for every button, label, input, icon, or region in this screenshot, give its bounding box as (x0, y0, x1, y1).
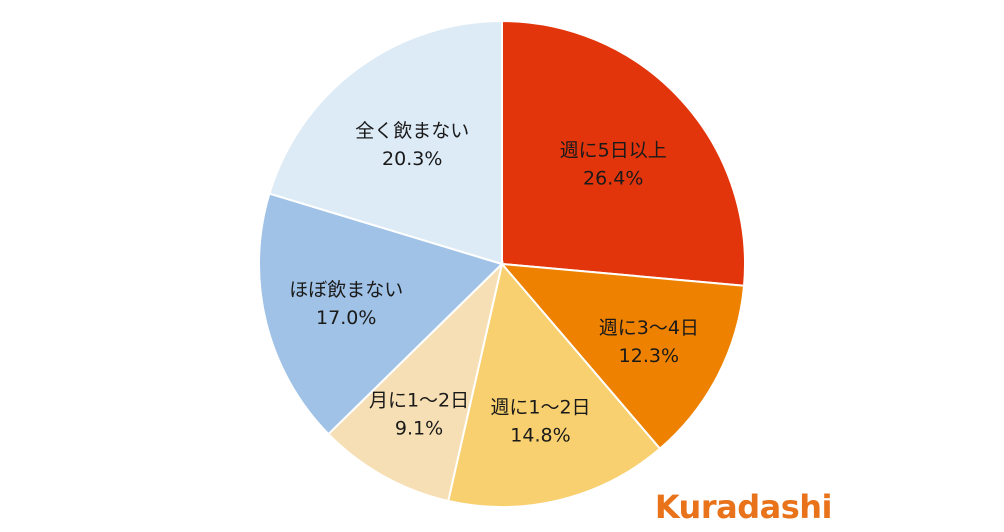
slice-label: 週に3～4日 12.3% (599, 317, 699, 367)
pie-slice (501, 19, 746, 287)
slice-value: 9.1% (395, 417, 443, 439)
pie-slice (258, 192, 504, 436)
slice-category: 月に1～2日 (369, 389, 469, 411)
slice-value: 26.4% (583, 167, 643, 189)
slice-value: 20.3% (382, 148, 442, 170)
pie-slice (268, 19, 503, 266)
slice-category: 週に1～2日 (490, 397, 590, 419)
slice-value: 12.3% (619, 345, 679, 367)
slice-label: 週に5日以上 26.4% (560, 139, 667, 189)
slice-label: 週に1～2日 14.8% (490, 397, 590, 447)
kuradashi-logo: Kuradashi (654, 488, 833, 526)
pie-slices (258, 19, 746, 508)
slice-value: 14.8% (510, 425, 570, 447)
slice-label: 月に1～2日 9.1% (369, 389, 469, 439)
slice-label: ほぼ飲まない 17.0% (289, 279, 403, 329)
slice-value: 17.0% (316, 307, 376, 329)
pie-slice (499, 262, 746, 451)
slice-category: 週に5日以上 (560, 139, 667, 161)
pie-slice (327, 260, 504, 503)
pie-labels: 週に5日以上 26.4% 週に3～4日 12.3% 週に1～2日 14.8% 月に1～2日 9… (289, 120, 699, 447)
pie-slice (446, 261, 662, 508)
slice-category: 週に3～4日 (599, 317, 699, 339)
slice-category: 全く飲まない (355, 120, 469, 142)
slice-category: ほぼ飲まない (289, 279, 403, 301)
slice-label: 全く飲まない 20.3% (355, 120, 469, 170)
